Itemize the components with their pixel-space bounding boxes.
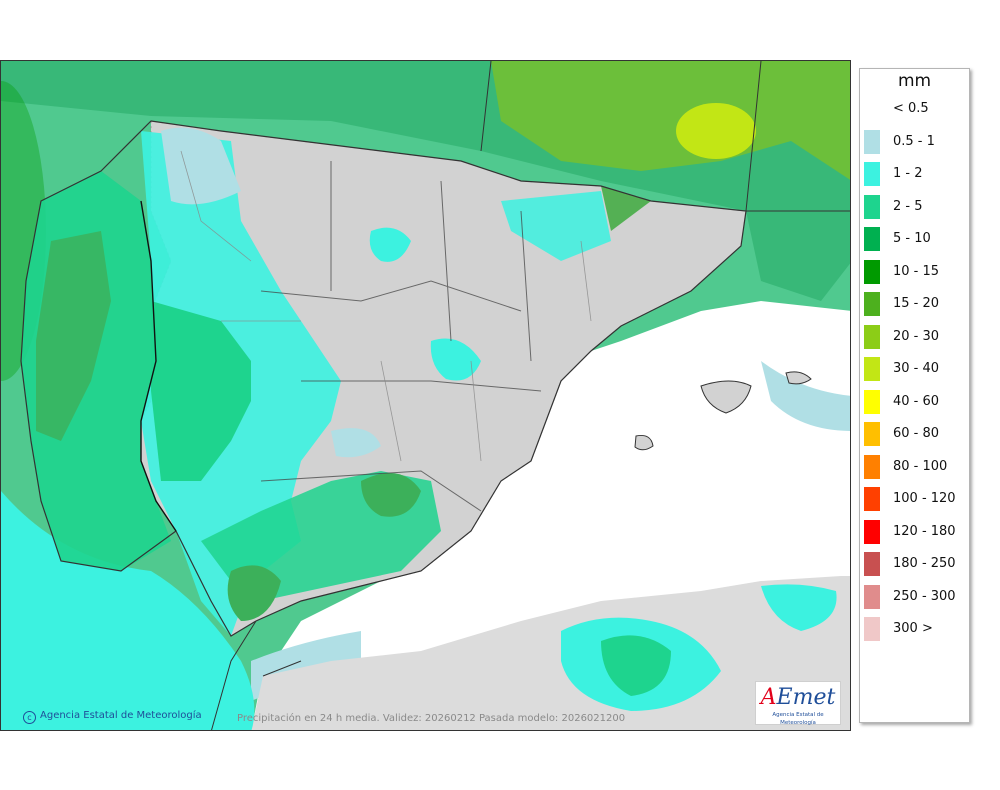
legend-item: 5 - 10 bbox=[864, 227, 968, 251]
legend-swatch bbox=[864, 454, 880, 479]
legend-swatch bbox=[864, 259, 880, 284]
legend-label: 10 - 15 bbox=[893, 263, 940, 279]
portugal-coast-cell bbox=[36, 231, 111, 441]
ibiza-island bbox=[634, 435, 654, 451]
strait-lines bbox=[211, 620, 302, 730]
france-borders bbox=[480, 61, 850, 212]
legend-item: 60 - 80 bbox=[864, 422, 968, 446]
legend-item: < 0.5 bbox=[864, 97, 968, 121]
legend-swatch bbox=[864, 617, 880, 641]
legend-label: 1 - 2 bbox=[893, 166, 923, 181]
legend-label: 60 - 80 bbox=[893, 426, 940, 441]
legend-swatch bbox=[864, 584, 880, 609]
france-high-cell bbox=[676, 103, 756, 159]
legend-swatch bbox=[864, 162, 880, 186]
legend-swatch bbox=[864, 194, 880, 219]
legend-label: 2 - 5 bbox=[893, 198, 923, 214]
legend-unit: mm bbox=[897, 71, 932, 91]
legend-item: 15 - 20 bbox=[864, 292, 968, 316]
legend-label: 30 - 40 bbox=[893, 361, 940, 376]
legend-label: < 0.5 bbox=[893, 101, 929, 116]
balearic-band bbox=[761, 361, 850, 431]
legend-swatch bbox=[864, 389, 880, 414]
spain-portugal-border bbox=[140, 200, 177, 532]
malaga-cell bbox=[227, 565, 281, 621]
legend-label: 100 - 120 bbox=[893, 491, 956, 506]
legend-item: 80 - 100 bbox=[864, 454, 968, 479]
credit-text: c Agencia Estatal de Meteorología bbox=[23, 710, 202, 724]
credit-label: Agencia Estatal de Meteorología bbox=[40, 710, 202, 721]
legend-item: 100 - 120 bbox=[864, 487, 968, 511]
peninsula-coastline bbox=[20, 120, 747, 637]
mallorca-island bbox=[700, 380, 752, 414]
legend-item: 180 - 250 bbox=[864, 552, 968, 576]
legend-item: 2 - 5 bbox=[864, 194, 968, 219]
legend-item: 1 - 2 bbox=[864, 162, 968, 186]
burgos-cell bbox=[369, 227, 411, 262]
menorca-island bbox=[785, 371, 812, 385]
jaen-cell bbox=[361, 473, 421, 517]
legend-item: 120 - 180 bbox=[864, 519, 968, 544]
extremadura-cell bbox=[151, 301, 251, 481]
copyright-icon: c bbox=[23, 711, 36, 724]
legend-label: 180 - 250 bbox=[893, 556, 956, 571]
legend-swatch bbox=[864, 292, 880, 316]
legend-label: 15 - 20 bbox=[893, 296, 940, 311]
north-coast-band bbox=[161, 127, 241, 205]
legend-swatch bbox=[864, 97, 880, 121]
legend-swatch bbox=[864, 324, 880, 349]
legend-label: 5 - 10 bbox=[893, 231, 931, 246]
legend-swatch bbox=[864, 227, 880, 251]
logo-mark: AEmet bbox=[760, 685, 836, 710]
legend-item: 300 > bbox=[864, 617, 968, 641]
mancha-cell bbox=[331, 428, 381, 458]
legend-label: 0.5 - 1 bbox=[893, 133, 935, 149]
legend-item: 10 - 15 bbox=[864, 259, 968, 284]
legend-item: 20 - 30 bbox=[864, 324, 968, 349]
africa-cell-c bbox=[761, 584, 837, 631]
legend-label: 120 - 180 bbox=[893, 523, 956, 539]
legend-swatch bbox=[864, 552, 880, 576]
legend-item: 0.5 - 1 bbox=[864, 129, 968, 154]
africa-cell-b bbox=[601, 635, 671, 696]
legend-swatch bbox=[864, 422, 880, 446]
legend-label: 80 - 100 bbox=[893, 458, 948, 474]
legend-swatch bbox=[864, 519, 880, 544]
france-precip-area bbox=[491, 61, 850, 180]
legend-swatch bbox=[864, 129, 880, 154]
legend-item: 250 - 300 bbox=[864, 584, 968, 609]
legend-item: 30 - 40 bbox=[864, 357, 968, 381]
precipitation-legend: mm < 0.5 0.5 - 1 1 - 2 2 - 5 5 - 10 10 - 15 15… bbox=[859, 68, 970, 723]
map-footer: Precipitación en 24 h media. Validez: 20… bbox=[237, 713, 626, 724]
legend-swatch bbox=[864, 487, 880, 511]
navarra-band bbox=[501, 191, 611, 261]
north-africa-land bbox=[251, 576, 850, 730]
logo-subtitle: Agencia Estatal de Meteorología bbox=[772, 712, 824, 726]
legend-swatch bbox=[864, 357, 880, 381]
map-canvas bbox=[1, 61, 850, 730]
legend-label: 300 > bbox=[893, 621, 933, 636]
precipitation-map[interactable]: c Agencia Estatal de Meteorología Precipi… bbox=[0, 60, 851, 731]
legend-label: 40 - 60 bbox=[893, 393, 940, 409]
central-cell bbox=[430, 338, 481, 381]
aemet-logo: AEmet Agencia Estatal de Meteorología bbox=[755, 681, 841, 726]
legend-label: 250 - 300 bbox=[893, 588, 956, 604]
legend-label: 20 - 30 bbox=[893, 328, 940, 344]
province-borders bbox=[180, 150, 592, 462]
region-borders bbox=[260, 161, 542, 512]
legend-item: 40 - 60 bbox=[864, 389, 968, 414]
